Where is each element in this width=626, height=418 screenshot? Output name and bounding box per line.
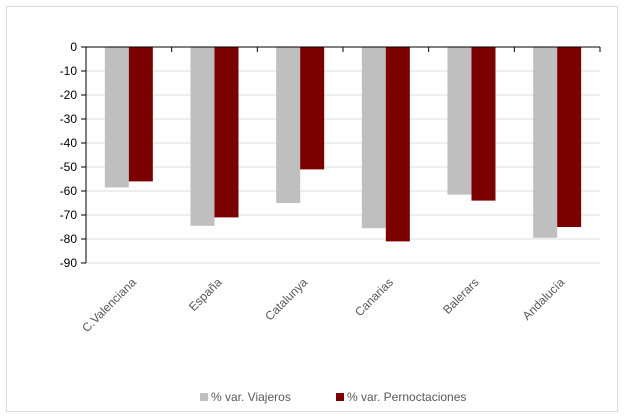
x-tick-label: España	[186, 275, 225, 314]
bar-viajeros	[533, 47, 558, 238]
legend-label-pernoctaciones: % var. Pernoctaciones	[347, 390, 466, 404]
bars	[104, 47, 582, 242]
x-tick-label: Andalucía	[520, 275, 568, 323]
legend: % var. Viajeros % var. Pernoctaciones	[200, 390, 466, 404]
legend-label-viajeros: % var. Viajeros	[211, 390, 291, 404]
y-tick-label: -90	[60, 256, 78, 270]
bar-viajeros	[276, 47, 301, 203]
x-tick-label: Canarias	[352, 275, 396, 319]
x-tick-label: Catalunya	[262, 275, 310, 323]
axes	[81, 46, 601, 264]
bar-pernoctaciones	[557, 47, 582, 227]
y-tick-label: -40	[60, 136, 78, 150]
x-tick-labels: C.Valenciana España Catalunya Canarias Baler…	[79, 275, 567, 335]
legend-swatch-pernoctaciones	[336, 393, 344, 401]
y-tick-label: -60	[60, 184, 78, 198]
y-tick-label: -80	[60, 232, 78, 246]
x-tick-label: Balerars	[440, 275, 481, 316]
y-tick-label: 0	[70, 40, 77, 54]
grid-lines	[86, 46, 600, 264]
bar-pernoctaciones	[128, 47, 153, 182]
bar-viajeros	[104, 47, 129, 188]
bar-viajeros	[361, 47, 386, 229]
bar-pernoctaciones	[385, 47, 410, 242]
bar-pernoctaciones	[214, 47, 239, 218]
bar-viajeros	[190, 47, 215, 226]
y-tick-label: -30	[60, 112, 78, 126]
bar-viajeros	[447, 47, 472, 195]
y-tick-label: -70	[60, 208, 78, 222]
y-tick-label: -50	[60, 160, 78, 174]
bar-pernoctaciones	[471, 47, 496, 201]
legend-swatch-viajeros	[200, 393, 208, 401]
bar-pernoctaciones	[300, 47, 325, 170]
y-tick-label: -20	[60, 88, 78, 102]
y-tick-labels: 0 -10 -20 -30 -40 -50 -60 -70 -80 -90	[60, 40, 78, 270]
y-tick-label: -10	[60, 64, 78, 78]
x-tick-label: C.Valenciana	[79, 275, 139, 335]
